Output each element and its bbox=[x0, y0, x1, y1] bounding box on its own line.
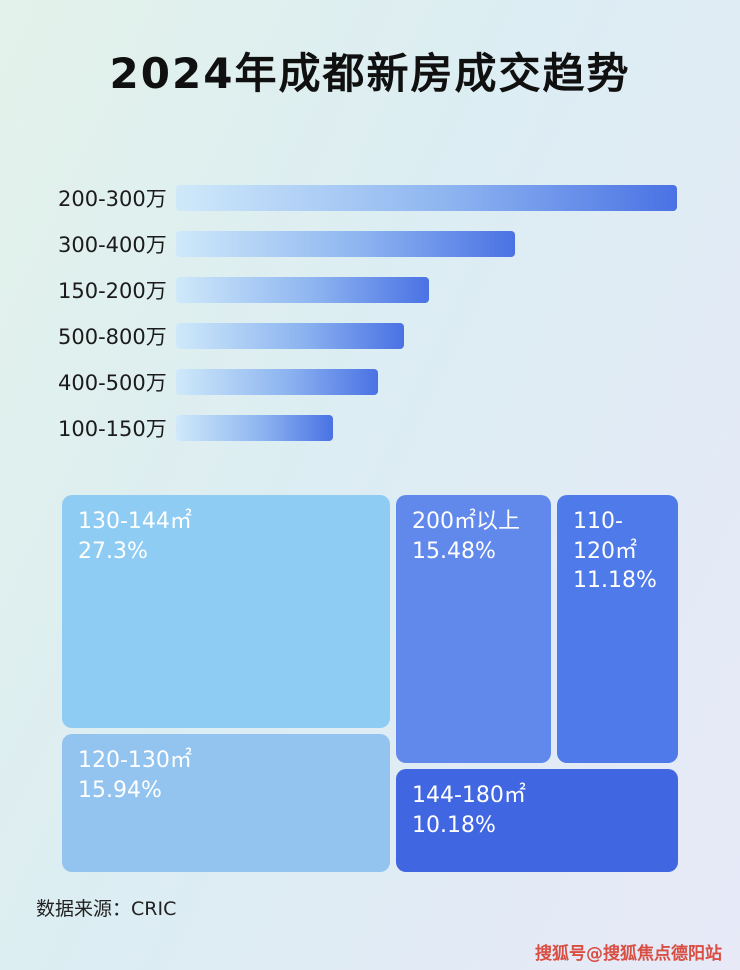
bar-row: 100-150万 bbox=[58, 415, 682, 441]
bar-label: 400-500万 bbox=[58, 371, 167, 395]
treemap-tile-value: 15.94% bbox=[78, 777, 162, 803]
bar-track bbox=[176, 369, 682, 395]
page-title: 2024年成都新房成交趋势 bbox=[109, 49, 631, 98]
bar-label: 200-300万 bbox=[58, 187, 167, 211]
bar-track bbox=[176, 323, 682, 349]
treemap-tile-label: 110-120㎡ bbox=[573, 509, 637, 564]
treemap-tile-label: 144-180㎡ bbox=[412, 783, 526, 808]
treemap-tile-value: 27.3% bbox=[78, 538, 148, 564]
area-size-treemap: 130-144㎡ 27.3% 120-130㎡ 15.94% 200㎡以上 15… bbox=[62, 495, 678, 872]
price-range-bar-chart: 200-300万 300-400万 150-200万 500-800万 400-… bbox=[58, 185, 682, 461]
bar-fill bbox=[176, 369, 379, 395]
data-source-note: 数据来源：CRIC bbox=[36, 898, 177, 920]
treemap-tile-144-180: 144-180㎡ 10.18% bbox=[396, 769, 678, 872]
treemap-tile-value: 15.48% bbox=[412, 538, 496, 564]
treemap-tile-label: 130-144㎡ bbox=[78, 509, 192, 534]
bar-fill bbox=[176, 231, 516, 257]
bar-label: 150-200万 bbox=[58, 279, 167, 303]
treemap-tile-110-120: 110-120㎡ 11.18% bbox=[557, 495, 678, 763]
treemap-tile-130-144: 130-144㎡ 27.3% bbox=[62, 495, 390, 728]
watermark-text: 搜狐号@搜狐焦点德阳站 bbox=[535, 944, 722, 964]
treemap-tile-120-130: 120-130㎡ 15.94% bbox=[62, 734, 390, 872]
bar-fill bbox=[176, 185, 677, 211]
bar-label: 500-800万 bbox=[58, 325, 167, 349]
bar-row: 300-400万 bbox=[58, 231, 682, 257]
bar-row: 200-300万 bbox=[58, 185, 682, 211]
bar-track bbox=[176, 415, 682, 441]
bar-fill bbox=[176, 323, 404, 349]
treemap-tile-200-plus: 200㎡以上 15.48% bbox=[396, 495, 551, 763]
bar-fill bbox=[176, 415, 333, 441]
bar-row: 500-800万 bbox=[58, 323, 682, 349]
bar-fill bbox=[176, 277, 429, 303]
treemap-tile-label: 120-130㎡ bbox=[78, 748, 192, 773]
treemap-tile-label: 200㎡以上 bbox=[412, 509, 520, 534]
bar-row: 150-200万 bbox=[58, 277, 682, 303]
bar-label: 300-400万 bbox=[58, 233, 167, 257]
treemap-tile-value: 10.18% bbox=[412, 812, 496, 838]
treemap-tile-value: 11.18% bbox=[573, 568, 657, 594]
bar-label: 100-150万 bbox=[58, 417, 167, 441]
bar-track bbox=[176, 231, 682, 257]
bar-track bbox=[176, 185, 682, 211]
bar-row: 400-500万 bbox=[58, 369, 682, 395]
bar-track bbox=[176, 277, 682, 303]
